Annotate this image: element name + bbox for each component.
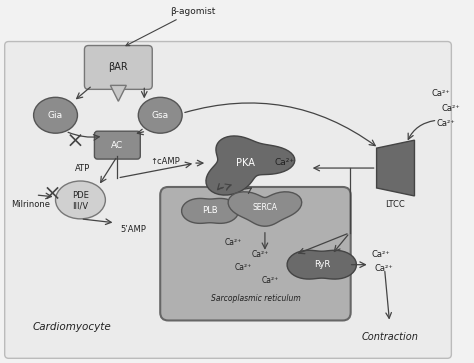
Ellipse shape bbox=[138, 97, 182, 133]
FancyBboxPatch shape bbox=[94, 131, 140, 159]
Text: βAR: βAR bbox=[109, 62, 128, 73]
Text: PLB: PLB bbox=[202, 207, 218, 215]
Text: ↑cAMP: ↑cAMP bbox=[150, 156, 180, 166]
Polygon shape bbox=[287, 250, 356, 279]
Text: PKA: PKA bbox=[236, 158, 255, 168]
Text: Milrinone: Milrinone bbox=[11, 200, 50, 209]
Ellipse shape bbox=[55, 181, 105, 219]
Text: Ca²⁺: Ca²⁺ bbox=[374, 264, 393, 273]
Text: Ca²⁺: Ca²⁺ bbox=[437, 119, 455, 128]
Text: Ca²⁺: Ca²⁺ bbox=[431, 89, 450, 98]
Text: Gia: Gia bbox=[48, 111, 63, 120]
Text: Ca²⁺: Ca²⁺ bbox=[275, 158, 295, 167]
Text: Ca²⁺: Ca²⁺ bbox=[225, 238, 242, 247]
Polygon shape bbox=[182, 199, 238, 223]
Text: Ca²⁺: Ca²⁺ bbox=[372, 250, 391, 259]
Text: III/V: III/V bbox=[73, 201, 89, 211]
Text: Contraction: Contraction bbox=[361, 333, 418, 342]
Text: Ca²⁺: Ca²⁺ bbox=[235, 263, 252, 272]
Text: Ca²⁺: Ca²⁺ bbox=[262, 276, 279, 285]
Text: LTCC: LTCC bbox=[385, 200, 404, 209]
Polygon shape bbox=[110, 85, 127, 101]
Text: Sarcoplasmic reticulum: Sarcoplasmic reticulum bbox=[210, 294, 301, 302]
Polygon shape bbox=[228, 192, 302, 226]
Ellipse shape bbox=[34, 97, 77, 133]
Text: Gsa: Gsa bbox=[152, 111, 169, 120]
Text: ATP: ATP bbox=[75, 164, 90, 172]
FancyBboxPatch shape bbox=[160, 187, 351, 321]
Polygon shape bbox=[376, 140, 414, 196]
Text: RyR: RyR bbox=[314, 260, 330, 269]
Text: Ca²⁺: Ca²⁺ bbox=[441, 104, 460, 113]
Text: β-agomist: β-agomist bbox=[126, 7, 216, 46]
Text: 5’AMP: 5’AMP bbox=[120, 225, 146, 234]
Text: Ca²⁺: Ca²⁺ bbox=[252, 250, 269, 259]
Text: AC: AC bbox=[111, 140, 123, 150]
FancyBboxPatch shape bbox=[84, 45, 152, 89]
Text: PDE: PDE bbox=[72, 191, 89, 200]
FancyBboxPatch shape bbox=[5, 41, 451, 358]
Polygon shape bbox=[206, 136, 295, 195]
Text: Cardiomyocyte: Cardiomyocyte bbox=[33, 322, 111, 333]
Text: SERCA: SERCA bbox=[253, 203, 277, 212]
